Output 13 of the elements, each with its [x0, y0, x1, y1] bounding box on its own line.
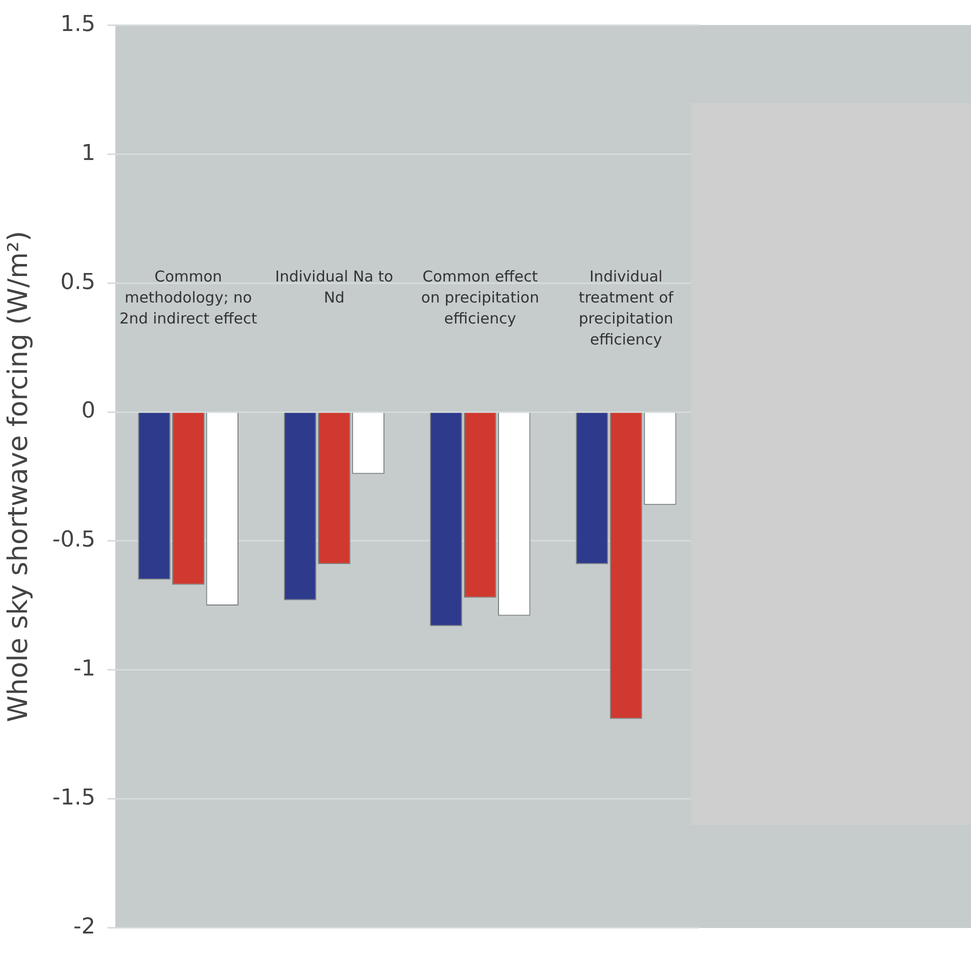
- y-tick-label: 0.5: [60, 270, 96, 295]
- y-tick-label: 0: [81, 398, 96, 424]
- y-tick-label: 1.5: [60, 12, 96, 37]
- x-tick-label: Common methodology; no 2nd indirect effect: [119, 268, 258, 328]
- x-tick-label: Common effect on precipitation efficiency: [421, 268, 540, 328]
- x-tick-label: Individual Na to Nd: [275, 268, 394, 307]
- y-tick-label: -1: [73, 656, 96, 682]
- y-tick-label: 1: [81, 140, 96, 166]
- y-tick-label: -0.5: [52, 528, 96, 553]
- y-axis-title: Whole sky shortwave forcing (W/m²): [3, 230, 34, 722]
- x-tick-label: Individual treatment of precipitation efficiency: [578, 268, 674, 349]
- y-tick-label: -1.5: [52, 786, 96, 811]
- y-tick-label: -2: [73, 914, 96, 940]
